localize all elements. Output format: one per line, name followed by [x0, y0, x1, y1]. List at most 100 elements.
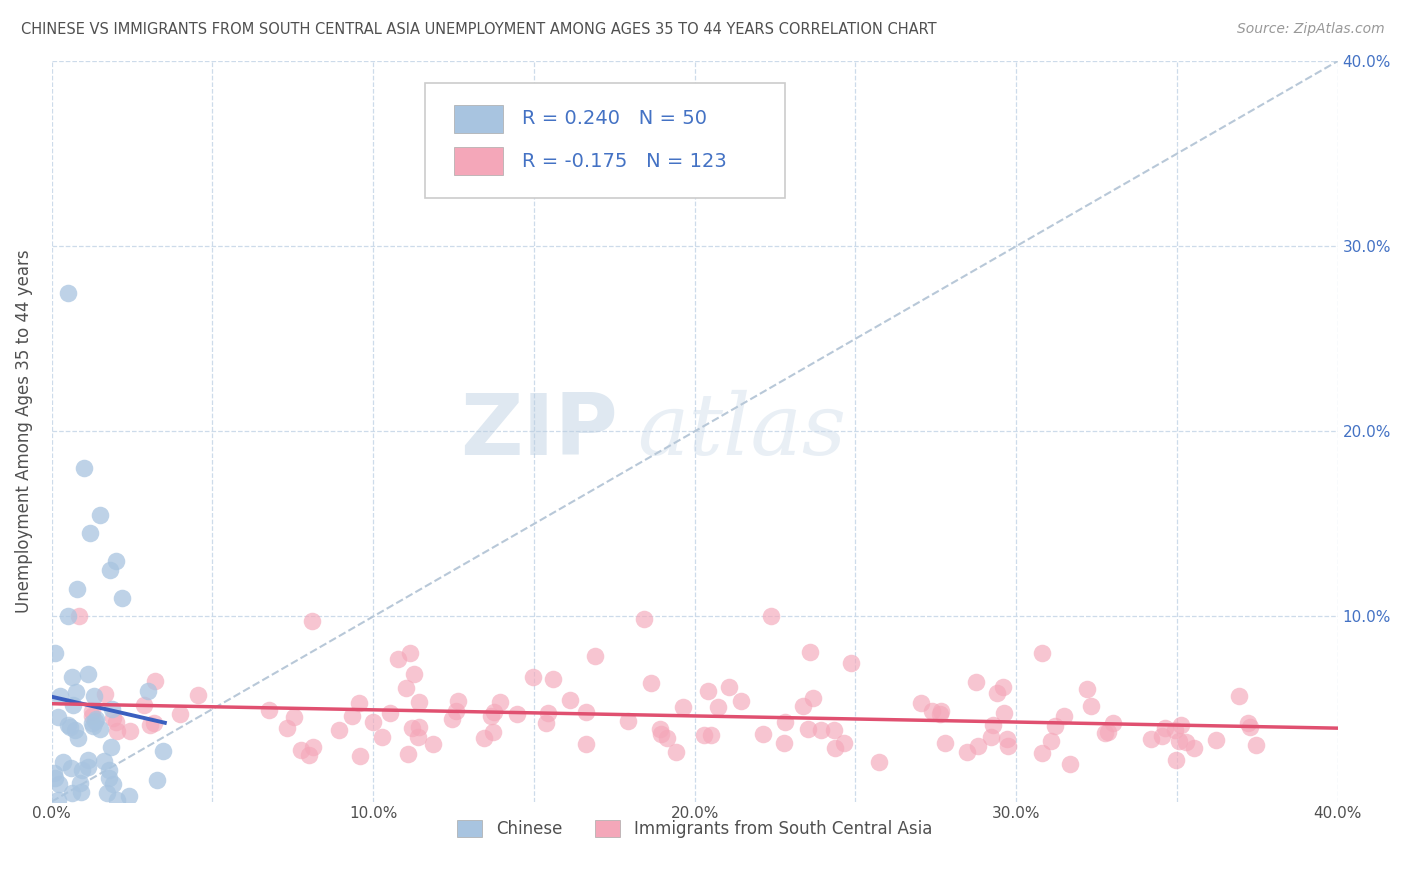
Point	[132, 698, 155, 712]
Point	[991, 681, 1014, 695]
Point	[67, 609, 90, 624]
Point	[986, 686, 1008, 700]
Point	[105, 554, 128, 568]
Point	[328, 723, 350, 737]
Point	[408, 720, 430, 734]
Point	[301, 614, 323, 628]
Point	[506, 707, 529, 722]
Point	[101, 710, 124, 724]
Point	[103, 776, 125, 790]
Point	[1227, 689, 1250, 703]
Point	[60, 761, 83, 775]
Point	[77, 666, 100, 681]
Point	[980, 731, 1002, 745]
Point	[82, 708, 104, 723]
Point	[96, 786, 118, 800]
Point	[363, 714, 385, 729]
Point	[56, 285, 79, 300]
Point	[402, 666, 425, 681]
Point	[796, 722, 818, 736]
Point	[928, 706, 950, 721]
Point	[718, 680, 741, 694]
Point	[921, 704, 943, 718]
Point	[79, 526, 101, 541]
Point	[981, 718, 1004, 732]
Point	[1094, 725, 1116, 739]
Point	[558, 693, 581, 707]
Point	[481, 724, 503, 739]
Point	[84, 713, 107, 727]
Point	[967, 739, 990, 753]
Legend: Chinese, Immigrants from South Central Asia: Chinese, Immigrants from South Central A…	[451, 814, 939, 845]
Point	[70, 785, 93, 799]
Point	[792, 698, 814, 713]
Text: R = -0.175   N = 123: R = -0.175 N = 123	[523, 152, 727, 170]
Point	[89, 723, 111, 737]
Point	[93, 687, 115, 701]
Point	[67, 731, 90, 745]
Point	[1039, 734, 1062, 748]
Point	[98, 563, 121, 577]
Point	[759, 609, 782, 624]
Point	[301, 739, 323, 754]
Point	[77, 753, 100, 767]
Point	[773, 714, 796, 729]
Text: CHINESE VS IMMIGRANTS FROM SOUTH CENTRAL ASIA UNEMPLOYMENT AMONG AGES 35 TO 44 Y: CHINESE VS IMMIGRANTS FROM SOUTH CENTRAL…	[21, 22, 936, 37]
Point	[633, 612, 655, 626]
Text: atlas: atlas	[637, 390, 846, 473]
Point	[823, 723, 845, 738]
Point	[399, 646, 422, 660]
Point	[1031, 647, 1053, 661]
Point	[136, 683, 159, 698]
Point	[648, 722, 671, 736]
Point	[824, 740, 846, 755]
Point	[76, 760, 98, 774]
Point	[575, 737, 598, 751]
Point	[841, 656, 863, 670]
FancyBboxPatch shape	[454, 105, 503, 133]
Point	[105, 723, 128, 738]
Point	[44, 771, 66, 785]
Point	[105, 714, 128, 729]
Point	[1076, 681, 1098, 696]
Point	[111, 591, 134, 605]
Point	[44, 765, 66, 780]
Point	[46, 793, 69, 807]
Point	[583, 648, 606, 663]
Point	[65, 685, 87, 699]
Point	[799, 645, 821, 659]
Point	[347, 696, 370, 710]
Point	[97, 763, 120, 777]
Point	[672, 699, 695, 714]
Point	[1059, 756, 1081, 771]
Point	[259, 703, 281, 717]
Text: Source: ZipAtlas.com: Source: ZipAtlas.com	[1237, 22, 1385, 37]
Point	[447, 694, 470, 708]
Point	[56, 718, 79, 732]
Point	[537, 706, 560, 720]
Point	[1164, 723, 1187, 737]
Point	[408, 695, 430, 709]
Point	[997, 739, 1019, 753]
Point	[83, 689, 105, 703]
Point	[143, 673, 166, 688]
Point	[118, 789, 141, 803]
Point	[655, 731, 678, 745]
Point	[1182, 741, 1205, 756]
Point	[98, 772, 121, 786]
Point	[1152, 729, 1174, 743]
Point	[665, 745, 688, 759]
Point	[66, 582, 89, 596]
Point	[441, 712, 464, 726]
Point	[100, 739, 122, 754]
Point	[60, 786, 83, 800]
Point	[139, 718, 162, 732]
Point	[730, 694, 752, 708]
Point	[929, 704, 952, 718]
Point	[1244, 738, 1267, 752]
Point	[80, 715, 103, 730]
Point	[751, 727, 773, 741]
Point	[73, 461, 96, 475]
Point	[541, 673, 564, 687]
Point	[283, 710, 305, 724]
